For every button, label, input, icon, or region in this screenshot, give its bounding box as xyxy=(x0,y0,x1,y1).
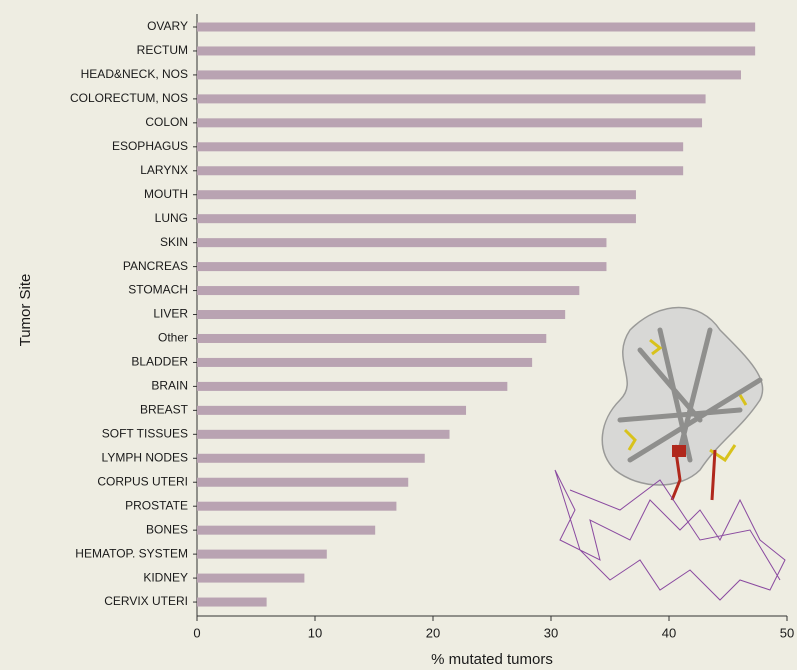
bar xyxy=(197,525,376,535)
y-tick-label: COLORECTUM, NOS xyxy=(70,91,188,105)
bar xyxy=(197,333,547,343)
y-tick-label: PROSTATE xyxy=(125,498,188,512)
bar xyxy=(197,429,450,439)
bar xyxy=(197,190,636,200)
y-tick-label: RECTUM xyxy=(137,43,188,57)
y-tick-label: COLON xyxy=(145,115,188,129)
bar xyxy=(197,573,305,583)
y-tick-label: MOUTH xyxy=(144,187,188,201)
y-tick-label: PANCREAS xyxy=(123,259,188,273)
y-tick-label: KIDNEY xyxy=(143,570,188,584)
y-tick-label: SKIN xyxy=(160,235,188,249)
x-tick-label: 0 xyxy=(193,625,200,640)
bar xyxy=(197,46,756,56)
bar xyxy=(197,549,327,559)
x-axis-label: % mutated tumors xyxy=(431,651,553,668)
bar xyxy=(197,477,409,487)
y-tick-label: BONES xyxy=(146,522,188,536)
y-tick-label: BRAIN xyxy=(151,379,188,393)
bar xyxy=(197,238,607,248)
y-tick-label: CORPUS UTERI xyxy=(97,474,188,488)
y-tick-label: LIVER xyxy=(153,307,188,321)
y-tick-label: HEMATOP. SYSTEM xyxy=(75,546,188,560)
x-tick-label: 20 xyxy=(426,625,440,640)
y-tick-label: SOFT TISSUES xyxy=(102,426,188,440)
protein-illustration xyxy=(554,306,786,601)
y-axis-label: Tumor Site xyxy=(17,274,34,347)
bar xyxy=(197,22,756,32)
y-tick-label: OVARY xyxy=(147,19,188,33)
bar xyxy=(197,501,397,511)
y-tick-label: ESOPHAGUS xyxy=(112,139,188,153)
bar xyxy=(197,453,425,463)
y-tick-label: STOMACH xyxy=(128,283,188,297)
bar xyxy=(197,142,684,152)
y-tick-label: Other xyxy=(158,331,188,345)
bar xyxy=(197,381,508,391)
y-tick-label: LYMPH NODES xyxy=(102,450,188,464)
bar xyxy=(197,597,267,607)
bar xyxy=(197,310,566,320)
y-tick-label: BREAST xyxy=(140,403,189,417)
bar xyxy=(197,286,580,296)
bar xyxy=(197,70,741,80)
y-tick-label: HEAD&NECK, NOS xyxy=(81,67,188,81)
y-tick-label: LARYNX xyxy=(140,163,188,177)
bar xyxy=(197,118,703,128)
bar xyxy=(197,405,467,415)
bar xyxy=(197,94,706,104)
bar xyxy=(197,214,636,224)
y-tick-label: CERVIX UTERI xyxy=(104,594,188,608)
y-tick-label: LUNG xyxy=(155,211,188,225)
y-tick-label: BLADDER xyxy=(131,355,188,369)
bar xyxy=(197,166,684,176)
x-tick-label: 40 xyxy=(662,625,676,640)
x-tick-label: 10 xyxy=(308,625,322,640)
bar xyxy=(197,357,533,367)
x-tick-label: 50 xyxy=(780,625,794,640)
x-tick-label: 30 xyxy=(544,625,558,640)
bar xyxy=(197,262,607,272)
